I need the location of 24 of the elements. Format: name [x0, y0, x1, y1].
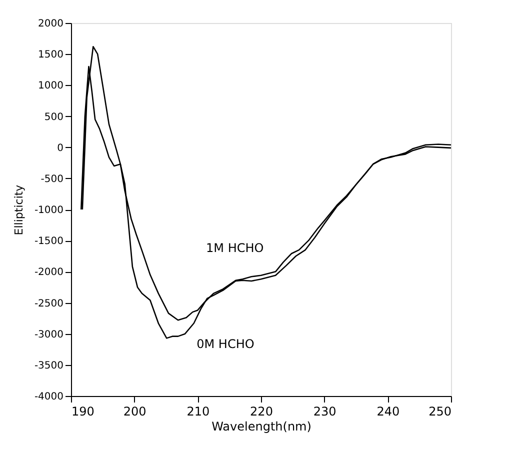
x-axis-title: Wavelength(nm): [212, 420, 312, 434]
y-tick-label: -2000: [34, 267, 64, 278]
y-tick-label: 0: [57, 142, 64, 154]
y-tick-label: 500: [44, 112, 64, 123]
y-tick-label: 1000: [38, 80, 64, 92]
x-tick-label: 190: [72, 404, 94, 418]
y-tick-label: -500: [40, 174, 64, 185]
y-tick-label: -4000: [34, 392, 64, 402]
y-tick-label: -1500: [34, 236, 64, 248]
y-axis-title: Ellipticity: [12, 184, 26, 236]
y-tick-label: 2000: [38, 18, 64, 30]
y-tick-label: -3500: [34, 360, 64, 372]
y-tick-label: -1000: [34, 205, 64, 216]
y-tick-label: 1500: [38, 50, 64, 61]
x-tick-label: 230: [313, 404, 336, 418]
x-tick-label: 210: [186, 404, 210, 418]
x-tick-label: 200: [123, 404, 146, 418]
series-label: 1M HCHO: [206, 241, 264, 256]
series-label: 0M HCHO: [196, 337, 254, 352]
x-tick-label: 220: [250, 404, 273, 418]
y-tick-label: -3000: [34, 329, 64, 340]
y-tick-label: -2500: [34, 298, 64, 310]
x-tick-label: 250: [428, 404, 452, 418]
x-tick-label: 240: [376, 404, 400, 418]
